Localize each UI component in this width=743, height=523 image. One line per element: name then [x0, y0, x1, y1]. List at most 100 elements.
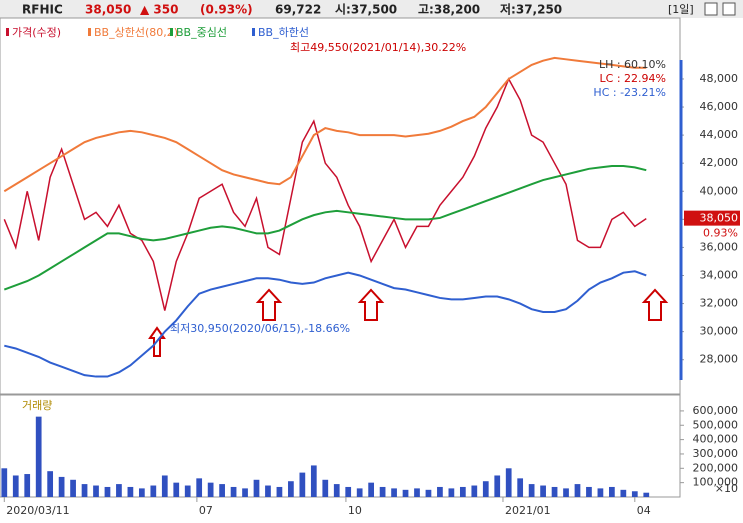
arrow [641, 288, 669, 321]
y-tick-label: 46,000 [700, 100, 739, 113]
volume-bar [402, 489, 409, 497]
arrow [255, 288, 283, 321]
header-bar [0, 0, 743, 18]
last-pct: 0.93% [703, 227, 738, 240]
volume-bar [643, 492, 650, 497]
arrow [148, 326, 166, 357]
volume-bar [127, 486, 134, 497]
y-tick-label: 44,000 [700, 128, 739, 141]
x-tick-label: 2021/01 [505, 504, 551, 517]
volume-bar [219, 484, 225, 497]
open: 시:37,500 [335, 3, 397, 17]
volume-bar [620, 489, 627, 497]
minimize-button[interactable] [704, 2, 718, 16]
series-line [3, 77, 647, 311]
volume-bar [230, 486, 237, 497]
volume-bar [93, 485, 99, 497]
x-tick-label: 2020/03/11 [6, 504, 69, 517]
volume-bar [356, 488, 363, 497]
close-button[interactable] [722, 2, 736, 16]
volume-bar [288, 481, 294, 497]
volume-bar [81, 484, 88, 497]
volume-label: 거래량 [22, 399, 52, 412]
volume-bar [551, 486, 558, 497]
volume-bar [35, 416, 42, 497]
y-tick-label: 30,000 [700, 325, 739, 338]
volume-bar [459, 486, 466, 497]
volume-bar [310, 465, 317, 497]
volume-bar [540, 485, 546, 497]
y-tick-label: 42,000 [700, 156, 739, 169]
y-tick-label: 100,000 [693, 476, 739, 489]
low: 저:37,250 [500, 2, 562, 17]
volume-bar [482, 481, 489, 497]
volume-bar [116, 484, 122, 497]
volume-bar [161, 475, 168, 497]
legend-swatch [88, 28, 91, 36]
volume-bar [563, 488, 569, 497]
volume-bar [528, 484, 535, 497]
volume-bar [265, 485, 271, 497]
volume-bar [253, 479, 260, 497]
volume-unit: ×10 [715, 482, 738, 495]
volume-panel [0, 394, 681, 498]
volume-bar [471, 485, 478, 497]
volume-bar [196, 478, 203, 497]
volume-bar [574, 484, 581, 497]
volume-bar [276, 486, 283, 497]
y-tick-label: 200,000 [693, 461, 739, 474]
y-tick-label: 34,000 [700, 268, 739, 281]
volume-bar [414, 488, 420, 497]
lc-label: LC : 22.94% [600, 72, 666, 85]
y-tick-label: 32,000 [700, 297, 739, 310]
y-tick-label: 28,000 [700, 353, 739, 366]
period[interactable]: [1일] [668, 2, 694, 16]
volume: 69,722 [275, 3, 321, 17]
volume-bar [173, 482, 180, 497]
x-tick-label: 10 [348, 504, 362, 517]
hc-label: HC : -23.21% [593, 86, 666, 99]
volume-bar [47, 471, 54, 497]
change-pct: (0.93%) [200, 3, 253, 17]
volume-bar [345, 486, 352, 497]
legend-label: BB_하한선 [258, 25, 309, 39]
legend-label: BB_상한선(80,2) [94, 26, 178, 39]
volume-bar [609, 486, 615, 497]
legend-swatch [252, 28, 255, 36]
volume-bar [368, 482, 375, 497]
symbol: RFHIC [22, 3, 63, 17]
volume-bar [104, 486, 111, 497]
legend-swatch [170, 28, 173, 36]
high: 고:38,200 [418, 3, 480, 17]
volume-bar [631, 491, 638, 497]
y-tick-label: 40,000 [700, 184, 739, 197]
y-tick-label: 400,000 [693, 433, 739, 446]
series-line [3, 164, 647, 291]
series-line [4, 270, 647, 378]
y-tick-label: 600,000 [693, 404, 739, 417]
volume-bar [70, 479, 76, 497]
volume-bar [322, 479, 329, 497]
volume-bar [391, 488, 397, 497]
arrows [148, 288, 669, 357]
y-tick-label: 48,000 [700, 72, 739, 85]
change: ▲ 350 [140, 3, 178, 17]
volume-bar [597, 488, 604, 497]
volume-bar [242, 488, 248, 497]
volume-bar [494, 475, 501, 497]
y-tick-label: 36,000 [700, 240, 739, 253]
price: 38,050 [85, 3, 131, 17]
volume-bar [184, 485, 191, 497]
legend-label: 가격(수정) [12, 26, 61, 39]
volume-bar [425, 489, 432, 497]
last-price-tag [684, 210, 740, 226]
x-tick-label: 04 [637, 504, 651, 517]
arrow [357, 288, 385, 321]
volume-bar [12, 475, 19, 497]
volume-bar [517, 478, 524, 497]
y-tick-label: 500,000 [693, 418, 739, 431]
last-price: 38,050 [700, 212, 739, 225]
lh-label: LH : 60.10% [599, 58, 666, 71]
legend-swatch [6, 28, 9, 36]
volume-bar [207, 482, 214, 497]
